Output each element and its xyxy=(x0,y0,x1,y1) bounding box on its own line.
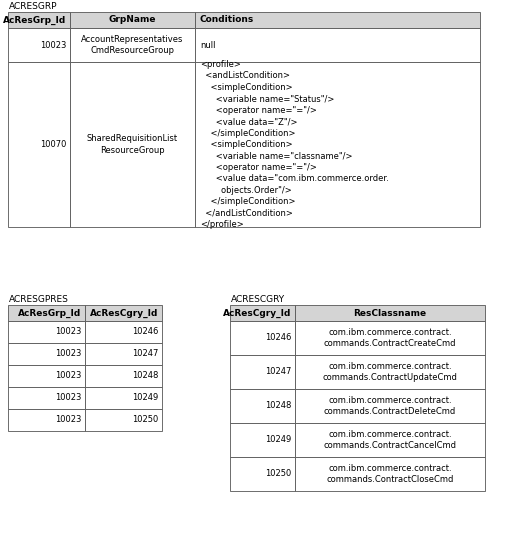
Bar xyxy=(295,355,485,389)
Bar xyxy=(230,423,295,457)
Bar xyxy=(230,355,295,389)
Bar xyxy=(8,321,85,343)
Text: com.ibm.commerce.contract.
commands.ContractCreateCmd: com.ibm.commerce.contract. commands.Cont… xyxy=(324,328,456,348)
Bar xyxy=(85,409,162,431)
Bar xyxy=(8,305,85,321)
Text: null: null xyxy=(200,41,215,50)
Text: com.ibm.commerce.contract.
commands.ContractCancelCmd: com.ibm.commerce.contract. commands.Cont… xyxy=(323,430,456,450)
Bar xyxy=(8,28,70,62)
Text: 10250: 10250 xyxy=(132,416,158,425)
Text: ACRESCGRY: ACRESCGRY xyxy=(231,295,285,304)
Bar xyxy=(230,321,295,355)
Text: 10023: 10023 xyxy=(54,393,81,402)
Bar xyxy=(8,365,85,387)
Bar xyxy=(70,28,195,62)
Text: 10250: 10250 xyxy=(265,469,291,479)
Bar xyxy=(85,321,162,343)
Text: 10023: 10023 xyxy=(40,41,66,50)
Text: 10023: 10023 xyxy=(54,328,81,336)
Text: <profile>
  <andListCondition>
    <simpleCondition>
      <variable name="Statu: <profile> <andListCondition> <simpleCond… xyxy=(200,60,389,229)
Bar xyxy=(8,387,85,409)
Text: 10023: 10023 xyxy=(54,349,81,358)
Bar xyxy=(85,305,162,321)
Text: 10248: 10248 xyxy=(265,402,291,411)
Text: ResClassname: ResClassname xyxy=(354,309,427,318)
Text: 10023: 10023 xyxy=(54,416,81,425)
Text: 10246: 10246 xyxy=(265,334,291,343)
Bar xyxy=(8,343,85,365)
Bar xyxy=(230,389,295,423)
Bar xyxy=(295,457,485,491)
Bar xyxy=(8,12,70,28)
Text: ACRESGPRES: ACRESGPRES xyxy=(9,295,69,304)
Text: 10247: 10247 xyxy=(132,349,158,358)
Text: SharedRequisitionList
ResourceGroup: SharedRequisitionList ResourceGroup xyxy=(87,134,178,155)
Bar xyxy=(295,389,485,423)
Text: com.ibm.commerce.contract.
commands.ContractDeleteCmd: com.ibm.commerce.contract. commands.Cont… xyxy=(324,396,456,416)
Bar xyxy=(295,321,485,355)
Text: 10248: 10248 xyxy=(132,372,158,381)
Text: com.ibm.commerce.contract.
commands.ContractUpdateCmd: com.ibm.commerce.contract. commands.Cont… xyxy=(323,362,457,382)
Text: 10023: 10023 xyxy=(54,372,81,381)
Bar xyxy=(195,28,480,62)
Text: GrpName: GrpName xyxy=(109,16,156,25)
Bar xyxy=(8,409,85,431)
Text: 10249: 10249 xyxy=(265,435,291,445)
Bar xyxy=(70,62,195,227)
Bar xyxy=(8,62,70,227)
Text: Conditions: Conditions xyxy=(200,16,254,25)
Text: com.ibm.commerce.contract.
commands.ContractCloseCmd: com.ibm.commerce.contract. commands.Cont… xyxy=(326,464,454,484)
Text: AcResCgry_Id: AcResCgry_Id xyxy=(223,309,291,318)
Text: 10246: 10246 xyxy=(132,328,158,336)
Text: AccountRepresentatives
CmdResourceGroup: AccountRepresentatives CmdResourceGroup xyxy=(81,35,183,55)
Bar xyxy=(85,365,162,387)
Text: ACRESGRP: ACRESGRP xyxy=(9,2,58,11)
Bar xyxy=(230,305,295,321)
Bar xyxy=(85,343,162,365)
Text: AcResGrp_Id: AcResGrp_Id xyxy=(3,16,66,25)
Bar xyxy=(195,12,480,28)
Text: 10070: 10070 xyxy=(40,140,66,149)
Bar xyxy=(195,62,480,227)
Bar xyxy=(230,457,295,491)
Bar xyxy=(85,387,162,409)
Text: 10247: 10247 xyxy=(265,368,291,377)
Text: AcResGrp_Id: AcResGrp_Id xyxy=(18,309,81,318)
Text: AcResCgry_Id: AcResCgry_Id xyxy=(89,309,158,318)
Bar xyxy=(70,12,195,28)
Bar xyxy=(295,423,485,457)
Text: 10249: 10249 xyxy=(132,393,158,402)
Bar xyxy=(295,305,485,321)
